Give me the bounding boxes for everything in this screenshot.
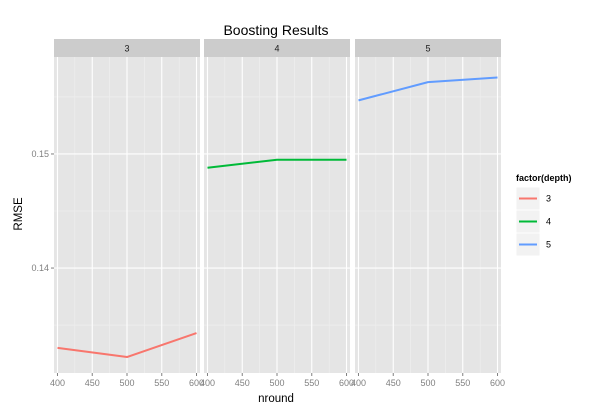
x-tick-label: 550 <box>154 378 169 388</box>
y-axis-title: RMSE <box>13 197 25 231</box>
x-tick-label: 600 <box>189 378 204 388</box>
series-line-depth-5 <box>358 76 498 102</box>
facet-panel-5: 5 <box>355 39 501 373</box>
legend-title: factor(depth) <box>516 173 572 183</box>
strip-background <box>54 39 200 57</box>
x-tick-label: 450 <box>235 378 250 388</box>
facet-panels: 3 4 5 <box>54 39 501 373</box>
x-tick-label: 450 <box>386 378 401 388</box>
x-tick-label: 500 <box>420 378 435 388</box>
x-axis-title: nround <box>258 393 294 405</box>
legend-entry-4: 4 <box>515 209 551 234</box>
x-tick-label: 550 <box>455 378 470 388</box>
x-tick-label: 400 <box>50 378 65 388</box>
legend-label: 4 <box>546 217 551 227</box>
chart-title: Boosting Results <box>223 22 328 38</box>
y-tick-label: 0.15 <box>31 149 49 159</box>
x-tick-label: 400 <box>200 378 215 388</box>
strip-label-5: 5 <box>425 44 430 54</box>
legend-label: 5 <box>546 240 551 250</box>
x-tick-label: 500 <box>269 378 284 388</box>
strip-label-3: 3 <box>124 44 129 54</box>
strip-background <box>355 39 501 57</box>
strip-label-4: 4 <box>274 44 279 54</box>
strip-background <box>204 39 350 57</box>
facet-panel-3: 3 <box>54 39 200 373</box>
x-tick-label: 600 <box>339 378 354 388</box>
x-tick-label: 550 <box>304 378 319 388</box>
legend: factor(depth) 3 4 5 <box>515 173 572 257</box>
x-tick-label: 500 <box>119 378 134 388</box>
y-tick-label: 0.14 <box>31 263 49 273</box>
x-tick-label: 450 <box>85 378 100 388</box>
x-tick-label: 600 <box>490 378 505 388</box>
legend-entry-5: 5 <box>515 232 551 257</box>
legend-entry-3: 3 <box>515 186 551 211</box>
legend-label: 3 <box>546 194 551 204</box>
facet-panel-4: 4 <box>204 39 350 373</box>
series-line-depth-3 <box>57 332 197 358</box>
series-line-depth-4 <box>207 158 347 169</box>
y-axis: 0.14 0.15 <box>31 149 54 273</box>
x-tick-label: 400 <box>351 378 366 388</box>
